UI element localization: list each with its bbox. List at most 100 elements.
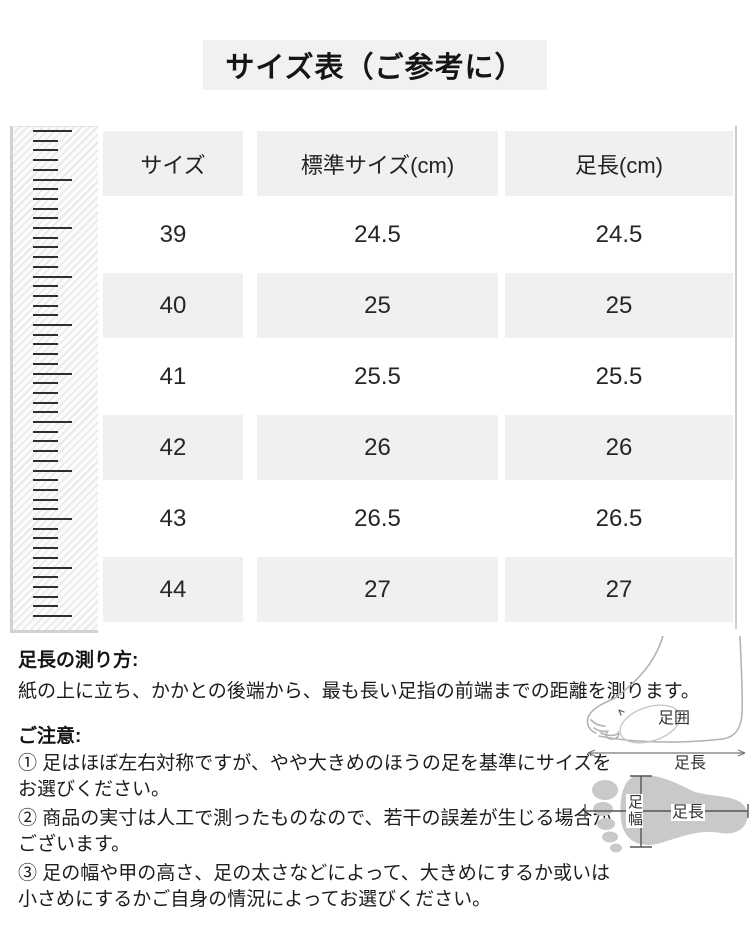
foot-side-drawing <box>586 635 746 757</box>
ruler-tick <box>33 556 58 559</box>
ruler-tick <box>33 372 72 375</box>
data-cell: 25 <box>257 273 498 338</box>
ruler-tick <box>33 343 58 346</box>
footprint-drawing <box>584 775 749 853</box>
ruler-tick <box>33 450 58 453</box>
table-row: サイズ 標準サイズ(cm) 足長(cm) <box>103 128 733 199</box>
data-cell: 25 <box>505 273 733 338</box>
data-cell: 25.5 <box>595 362 643 390</box>
data-cell: 44 <box>103 557 243 622</box>
ruler-tick <box>33 401 58 404</box>
data-cell: 40 <box>103 273 243 338</box>
table-row: 40 25 25 <box>103 270 733 341</box>
header-cell: 足長(cm) <box>505 131 733 196</box>
header-cell: 標準サイズ(cm) <box>257 131 498 196</box>
ruler-tick <box>33 149 58 152</box>
ruler-tick <box>33 217 58 220</box>
table-row: 41 25.5 25.5 <box>103 341 733 412</box>
data-cell: 24.5 <box>354 220 401 248</box>
ruler-tick <box>33 353 58 356</box>
ruler-tick <box>33 227 72 229</box>
right-divider <box>735 126 737 629</box>
side-length-label: 足長 <box>674 755 707 772</box>
table-row: 44 27 27 <box>103 554 733 625</box>
ruler-tick <box>33 488 58 491</box>
note-item-2: ② 商品の実寸は人工で測ったものなので、若干の誤差が生じる場合が ございます。 <box>18 808 612 855</box>
foot-side-diagram: 足囲 足長 <box>583 635 750 776</box>
ruler-tick <box>33 207 58 210</box>
ruler-tick <box>33 333 58 336</box>
ruler-tick <box>33 479 58 482</box>
ruler-tick <box>33 547 58 550</box>
ruler-tick <box>33 314 58 317</box>
ruler-tick <box>33 362 58 365</box>
ruler-graphic <box>10 126 98 633</box>
ruler-tick <box>33 459 58 462</box>
ruler-tick <box>33 236 58 239</box>
note-item-1: ① 足はほぼ左右対称ですが、やや大きめのほうの足を基準にサイズを お選びください… <box>18 753 612 800</box>
ruler-tick <box>33 130 72 132</box>
ruler-tick <box>33 168 58 171</box>
ruler-tick <box>33 304 58 307</box>
ruler-tick <box>33 265 58 268</box>
table-row: 39 24.5 24.5 <box>103 199 733 270</box>
ruler-tick <box>33 518 72 520</box>
data-cell: 43 <box>159 504 187 532</box>
ruler-tick <box>33 391 58 394</box>
side-girth-label: 足囲 <box>658 710 691 727</box>
ruler-tick <box>33 527 58 530</box>
footprint-diagram: 足幅 足長 <box>583 768 750 860</box>
data-cell: 26.5 <box>595 504 643 532</box>
ruler-tick <box>33 411 58 414</box>
measure-heading: 足長の測り方: <box>18 650 139 671</box>
ruler-tick <box>33 430 58 433</box>
data-cell: 26 <box>257 415 498 480</box>
ruler-tick <box>33 159 58 162</box>
data-cell: 42 <box>103 415 243 480</box>
data-cell: 41 <box>159 362 187 390</box>
ruler-tick <box>33 605 58 608</box>
ruler-tick <box>33 576 58 579</box>
ruler-tick <box>33 256 58 259</box>
size-table: サイズ 標準サイズ(cm) 足長(cm) 39 24.5 24.5 40 25 25 41 25.5… <box>103 128 733 625</box>
data-cell: 26.5 <box>354 504 401 532</box>
ruler-tick <box>33 178 72 181</box>
ruler-tick <box>33 421 72 423</box>
data-cell: 26 <box>505 415 733 480</box>
sole-width-label: 足幅 <box>626 794 643 828</box>
ruler-tick <box>33 537 58 540</box>
ruler-tick <box>33 595 58 598</box>
measure-body: 紙の上に立ち、かかとの後端から、最も長い足指の前端までの距離を測ります。 <box>18 681 700 702</box>
table-row: 42 26 26 <box>103 412 733 483</box>
ruler-tick <box>33 508 58 511</box>
table-row: 43 26.5 26.5 <box>103 483 733 554</box>
ruler-tick <box>33 275 72 278</box>
ruler-tick <box>33 285 58 288</box>
ruler-tick <box>33 615 72 617</box>
measure-section: 足長の測り方: 紙の上に立ち、かかとの後端から、最も長い足指の前端までの距離を測… <box>18 645 728 704</box>
data-cell: 24.5 <box>595 220 643 248</box>
data-cell: 25.5 <box>354 362 401 390</box>
ruler-tick <box>33 139 58 142</box>
data-cell: 27 <box>505 557 733 622</box>
data-cell: 27 <box>257 557 498 622</box>
ruler-tick <box>33 324 72 326</box>
ruler-tick <box>33 440 58 443</box>
sole-length-label: 足長 <box>671 804 706 821</box>
ruler-tick <box>33 294 58 297</box>
ruler-tick <box>33 469 72 472</box>
ruler-tick <box>33 498 58 501</box>
data-cell: 39 <box>159 220 187 248</box>
ruler-tick <box>33 188 58 191</box>
ruler-tick <box>33 246 58 249</box>
notes-section: ご注意: ① 足はほぼ左右対称ですが、やや大きめのほうの足を基準にサイズを お選… <box>18 721 718 913</box>
ruler-tick <box>33 566 72 569</box>
note-item-3: ③ 足の幅や甲の高さ、足の太さなどによって、大きめにするか或いは 小さめにするか… <box>18 863 611 910</box>
ruler-tick <box>33 197 58 200</box>
notes-heading: ご注意: <box>18 726 82 747</box>
header-cell: サイズ <box>103 131 243 196</box>
ruler-tick <box>33 585 58 588</box>
ruler-tick <box>33 382 58 385</box>
page-title: サイズ表（ご参考に） <box>203 40 547 90</box>
